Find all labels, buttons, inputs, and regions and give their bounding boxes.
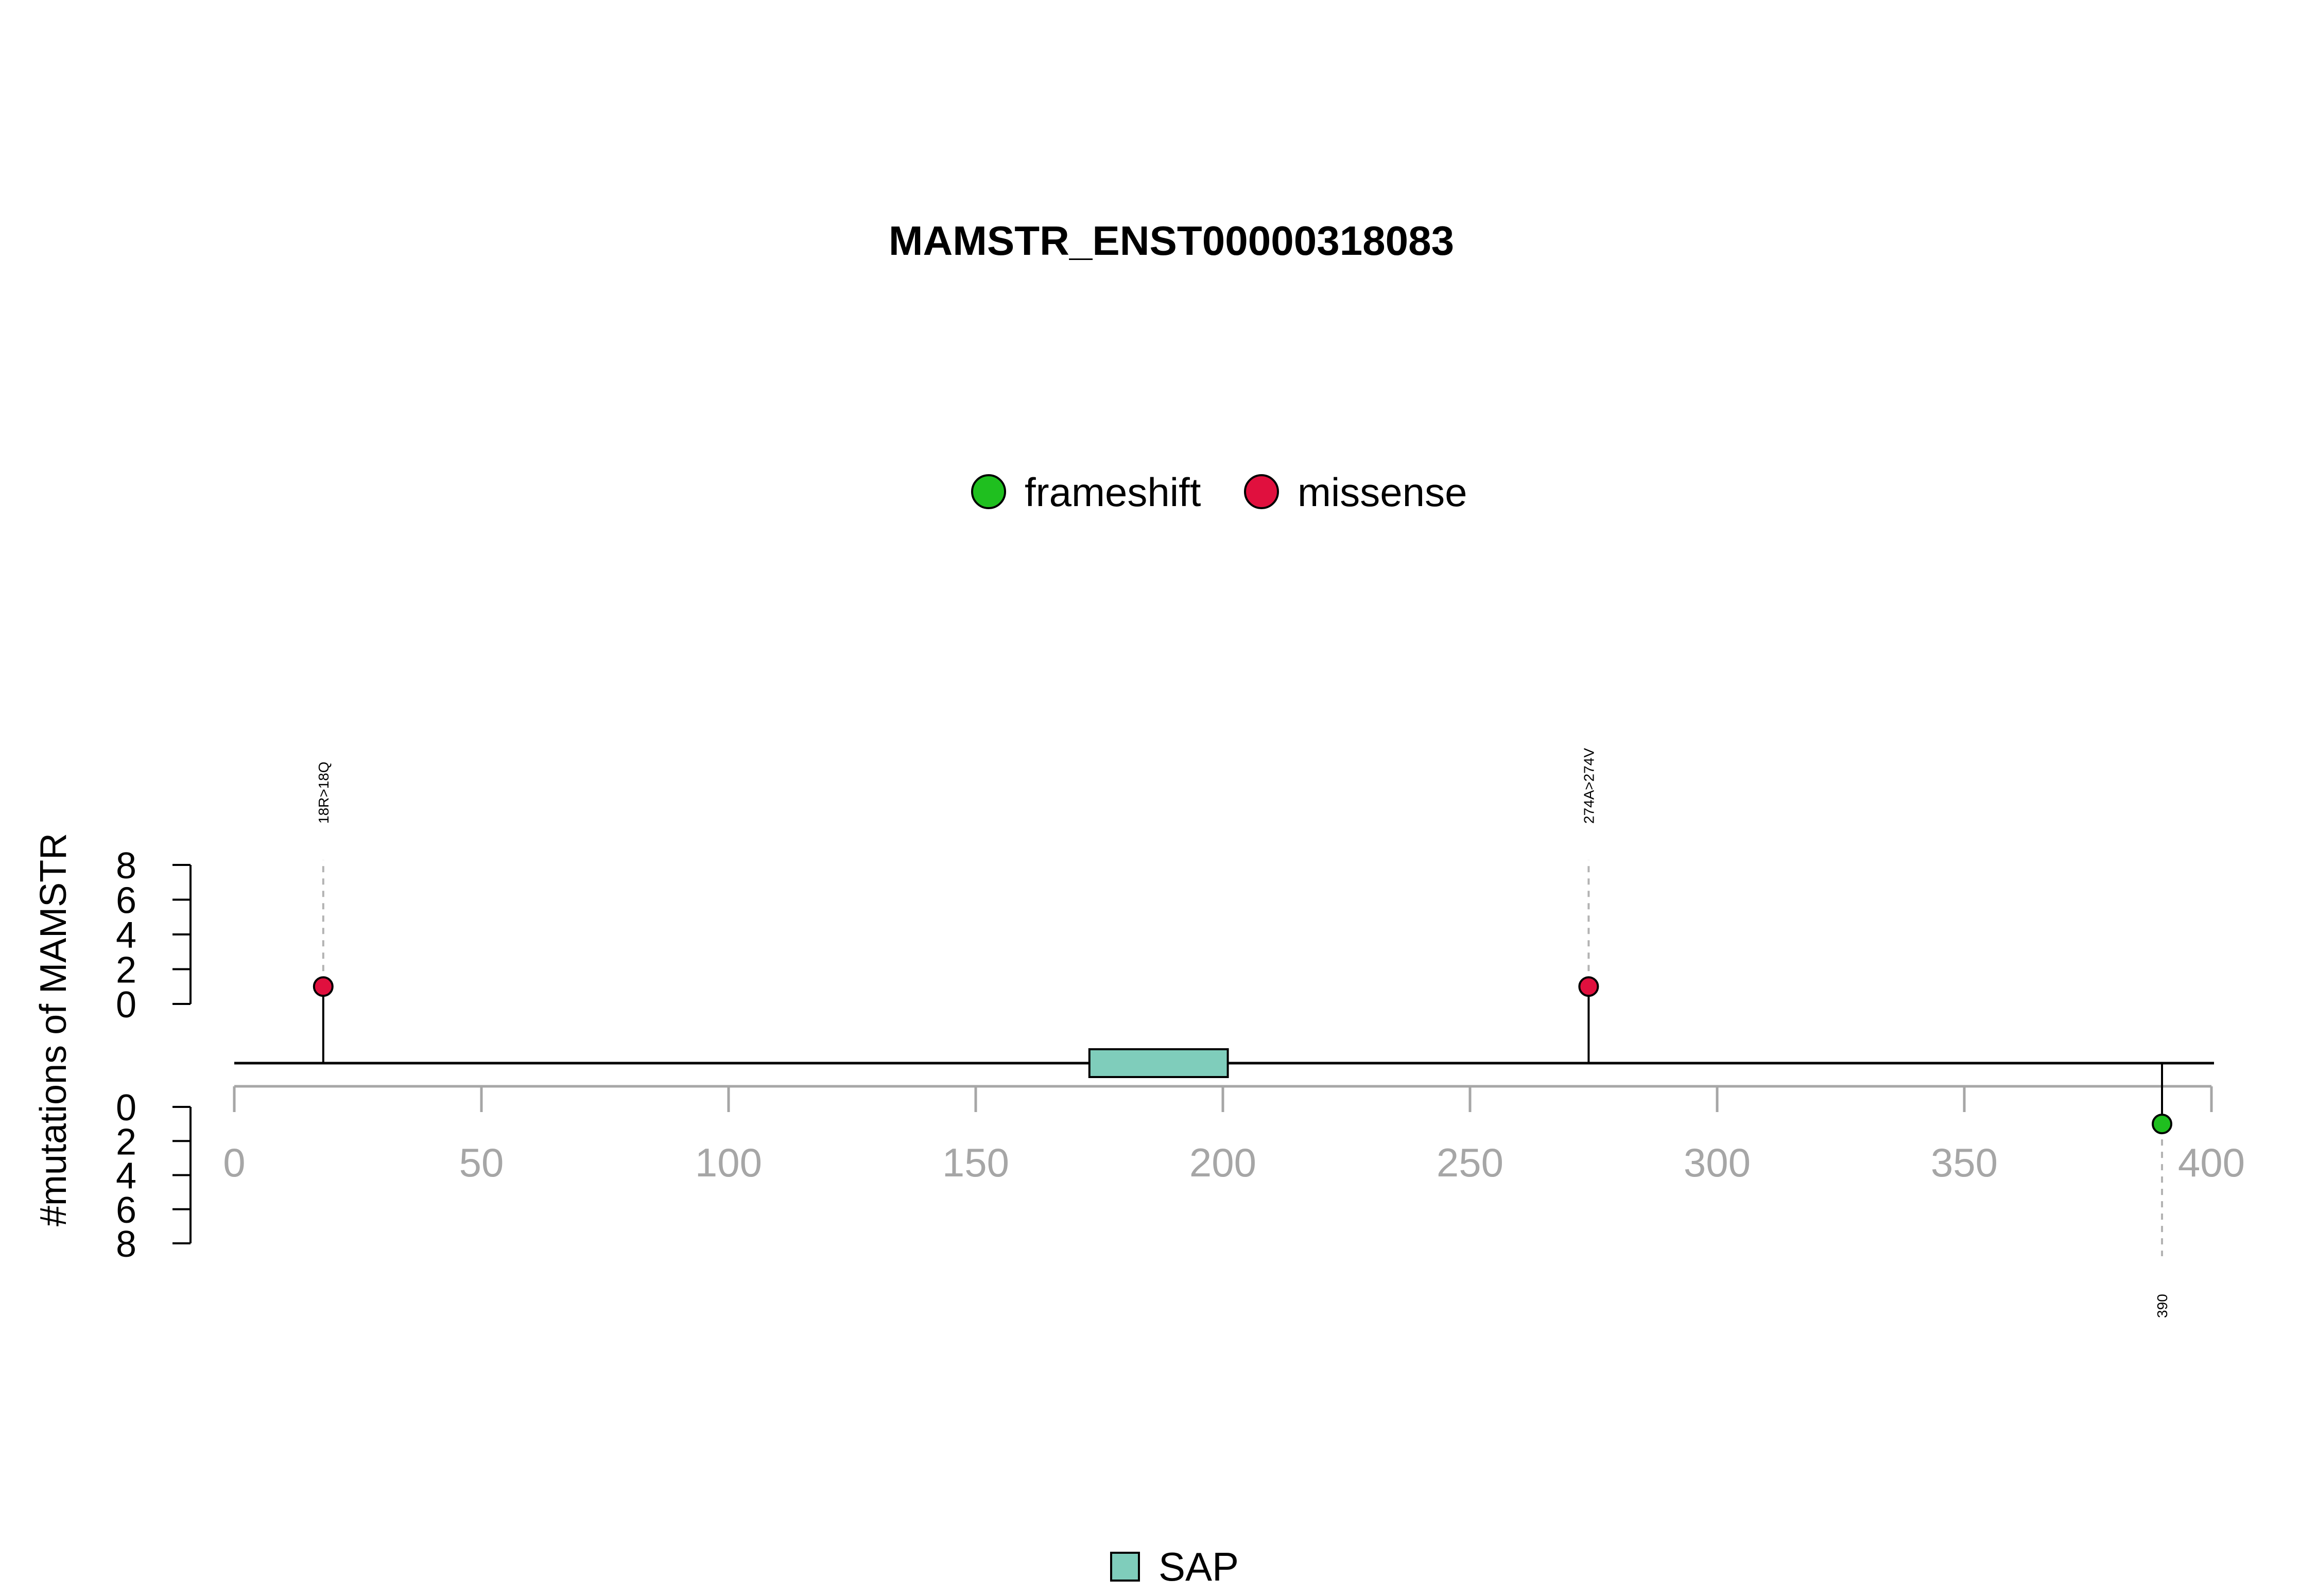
mutation-label: 274A>274V [1581,748,1597,824]
x-tick-label: 400 [2178,1140,2245,1185]
mutation-marker-missense [1578,976,1599,997]
x-tick-label: 100 [695,1140,762,1185]
domain-legend: SAP [1110,1544,1239,1589]
legend-missense-marker [1244,474,1279,509]
mutation-marker-frameshift [2152,1114,2172,1135]
legend-domain-swatch [1110,1552,1140,1582]
x-tick-label: 50 [459,1140,504,1185]
mutation-lollipops: 18R>18Q 274A>274V 390 [313,748,2172,1318]
x-tick-label: 350 [1931,1140,1998,1185]
x-tick-label: 150 [942,1140,1009,1185]
x-axis: 0 50 100 150 200 250 300 350 400 [223,1085,2245,1185]
protein-domains [1088,1048,1229,1078]
mutation-label: 18R>18Q [316,761,332,824]
x-tick-label: 250 [1437,1140,1503,1185]
y-top-tick-label: 0 [116,984,136,1026]
y-bottom-tick-label: 0 [116,1087,136,1129]
y-top-tick-label: 6 [116,880,136,922]
legend-missense-label: missense [1298,470,1467,515]
y-bottom-tick-label: 2 [116,1121,136,1163]
y-bottom-tick-label: 4 [116,1156,136,1197]
y-top-tick-label: 4 [116,915,136,956]
chart-title: MAMSTR_ENST00000318083 [889,218,1454,264]
y-top-tick-label: 8 [116,845,136,887]
x-tick-label: 300 [1684,1140,1751,1185]
y-bottom-tick-label: 8 [116,1224,136,1265]
legend-frameshift-marker [971,474,1006,509]
x-tick-label: 0 [223,1140,245,1185]
y-top-tick-label: 2 [116,950,136,991]
x-tick-label: 200 [1189,1140,1256,1185]
mutation-marker-missense [313,976,334,997]
domain-sap-box [1088,1048,1229,1078]
y-bottom-tick-label: 6 [116,1190,136,1231]
legend-domain-label: SAP [1158,1544,1239,1589]
y-axis-label: #mutations of MAMSTR [33,833,74,1226]
mutation-label: 390 [2154,1294,2170,1318]
mutation-legend: frameshift missense [971,470,1467,515]
legend-frameshift-label: frameshift [1025,470,1201,515]
